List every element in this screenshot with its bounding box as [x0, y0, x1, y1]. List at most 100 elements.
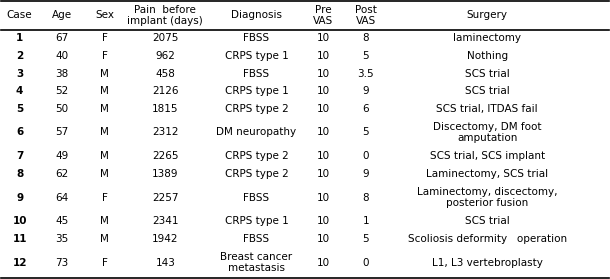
Text: 10: 10: [317, 151, 330, 161]
Text: 10: 10: [317, 33, 330, 43]
Text: 1942: 1942: [152, 234, 179, 244]
Text: 49: 49: [56, 151, 69, 161]
Text: 3: 3: [16, 69, 23, 78]
Text: Post
VAS: Post VAS: [355, 5, 376, 26]
Text: Pre
VAS: Pre VAS: [313, 5, 333, 26]
Text: 1: 1: [16, 33, 23, 43]
Text: 67: 67: [56, 33, 69, 43]
Text: 5: 5: [362, 128, 369, 138]
Text: Laminectomy, SCS trial: Laminectomy, SCS trial: [426, 169, 548, 179]
Text: 10: 10: [317, 169, 330, 179]
Text: Surgery: Surgery: [467, 11, 508, 20]
Text: 9: 9: [362, 86, 369, 96]
Text: M: M: [100, 69, 109, 78]
Text: 10: 10: [12, 216, 27, 226]
Text: 0: 0: [362, 151, 369, 161]
Text: 4: 4: [16, 86, 23, 96]
Text: 5: 5: [16, 104, 23, 114]
Text: CRPS type 1: CRPS type 1: [224, 51, 289, 61]
Text: 458: 458: [156, 69, 175, 78]
Text: 2312: 2312: [152, 128, 179, 138]
Text: F: F: [102, 33, 107, 43]
Text: 3.5: 3.5: [357, 69, 374, 78]
Text: M: M: [100, 86, 109, 96]
Text: 2: 2: [16, 51, 23, 61]
Text: Discectomy, DM foot
amputation: Discectomy, DM foot amputation: [433, 122, 542, 143]
Text: 11: 11: [12, 234, 27, 244]
Text: 57: 57: [56, 128, 69, 138]
Text: M: M: [100, 104, 109, 114]
Text: 6: 6: [16, 128, 23, 138]
Text: 62: 62: [56, 169, 69, 179]
Text: 40: 40: [56, 51, 69, 61]
Text: FBSS: FBSS: [243, 69, 270, 78]
Text: 10: 10: [317, 193, 330, 203]
Text: 1815: 1815: [152, 104, 179, 114]
Text: 45: 45: [56, 216, 69, 226]
Text: F: F: [102, 258, 107, 268]
Text: 50: 50: [56, 104, 69, 114]
Text: 143: 143: [156, 258, 175, 268]
Text: 10: 10: [317, 51, 330, 61]
Text: 8: 8: [362, 193, 369, 203]
Text: CRPS type 1: CRPS type 1: [224, 86, 289, 96]
Text: 2257: 2257: [152, 193, 179, 203]
Text: 2126: 2126: [152, 86, 179, 96]
Text: 10: 10: [317, 234, 330, 244]
Text: SCS trial: SCS trial: [465, 69, 509, 78]
Text: FBSS: FBSS: [243, 234, 270, 244]
Text: 35: 35: [56, 234, 69, 244]
Text: 8: 8: [362, 33, 369, 43]
Text: 9: 9: [362, 169, 369, 179]
Text: CRPS type 2: CRPS type 2: [224, 169, 289, 179]
Text: 5: 5: [362, 234, 369, 244]
Text: 7: 7: [16, 151, 23, 161]
Text: 0: 0: [362, 258, 369, 268]
Text: Age: Age: [52, 11, 72, 20]
Text: 1389: 1389: [152, 169, 179, 179]
Text: 10: 10: [317, 258, 330, 268]
Text: Case: Case: [7, 11, 32, 20]
Text: 52: 52: [56, 86, 69, 96]
Text: FBSS: FBSS: [243, 33, 270, 43]
Text: M: M: [100, 216, 109, 226]
Text: Laminectomy, discectomy,
posterior fusion: Laminectomy, discectomy, posterior fusio…: [417, 187, 558, 208]
Text: 2075: 2075: [152, 33, 179, 43]
Text: F: F: [102, 193, 107, 203]
Text: 10: 10: [317, 216, 330, 226]
Text: Diagnosis: Diagnosis: [231, 11, 282, 20]
Text: 10: 10: [317, 104, 330, 114]
Text: FBSS: FBSS: [243, 193, 270, 203]
Text: M: M: [100, 234, 109, 244]
Text: M: M: [100, 169, 109, 179]
Text: F: F: [102, 51, 107, 61]
Text: Nothing: Nothing: [467, 51, 508, 61]
Text: 10: 10: [317, 128, 330, 138]
Text: CRPS type 2: CRPS type 2: [224, 104, 289, 114]
Text: laminectomy: laminectomy: [453, 33, 521, 43]
Text: M: M: [100, 128, 109, 138]
Text: SCS trial, SCS implant: SCS trial, SCS implant: [429, 151, 545, 161]
Text: SCS trial, ITDAS fail: SCS trial, ITDAS fail: [436, 104, 538, 114]
Text: 5: 5: [362, 51, 369, 61]
Text: 1: 1: [362, 216, 369, 226]
Text: 8: 8: [16, 169, 23, 179]
Text: Pain  before
implant (days): Pain before implant (days): [127, 5, 203, 26]
Text: Breast cancer
metastasis: Breast cancer metastasis: [220, 252, 292, 273]
Text: 10: 10: [317, 69, 330, 78]
Text: 6: 6: [362, 104, 369, 114]
Text: Sex: Sex: [95, 11, 114, 20]
Text: CRPS type 2: CRPS type 2: [224, 151, 289, 161]
Text: 9: 9: [16, 193, 23, 203]
Text: DM neuropathy: DM neuropathy: [217, 128, 296, 138]
Text: 64: 64: [56, 193, 69, 203]
Text: 10: 10: [317, 86, 330, 96]
Text: L1, L3 vertebroplasty: L1, L3 vertebroplasty: [432, 258, 543, 268]
Text: 2341: 2341: [152, 216, 179, 226]
Text: 12: 12: [12, 258, 27, 268]
Text: SCS trial: SCS trial: [465, 216, 509, 226]
Text: 38: 38: [56, 69, 69, 78]
Text: CRPS type 1: CRPS type 1: [224, 216, 289, 226]
Text: Scoliosis deformity   operation: Scoliosis deformity operation: [407, 234, 567, 244]
Text: 73: 73: [56, 258, 69, 268]
